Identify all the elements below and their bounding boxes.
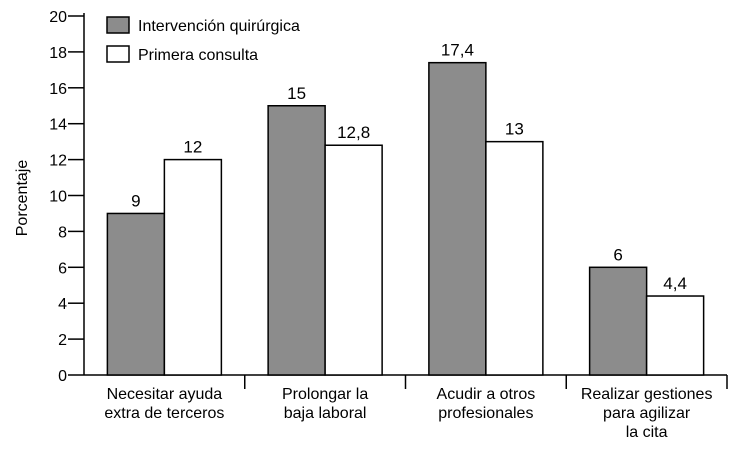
bar-intervencion [106, 212, 166, 376]
legend-swatch [106, 16, 130, 34]
y-tick-label: 10 [49, 189, 67, 206]
y-tick-label: 14 [49, 117, 67, 134]
legend-label: Intervención quirúrgica [138, 18, 300, 35]
data-label: 15 [287, 84, 306, 103]
data-label: 4,4 [663, 274, 687, 293]
data-label: 6 [613, 245, 622, 264]
bar-primera-consulta [324, 144, 383, 376]
bar-primera-consulta [485, 140, 544, 376]
data-label: 17,4 [441, 41, 474, 60]
x-category-label: Necesitar ayuda extra de terceros [104, 386, 224, 422]
y-tick-label: 20 [49, 9, 67, 26]
y-tick-label: 16 [49, 81, 67, 98]
x-category-label: Realizar gestiones para agilizar la cita [581, 386, 713, 441]
y-tick-label: 12 [49, 153, 67, 170]
y-tick-label: 2 [58, 332, 67, 349]
bar-intervencion [588, 266, 648, 376]
y-axis-label: Porcentaje [14, 160, 31, 237]
y-tick-label: 0 [58, 368, 67, 385]
bar-primera-consulta [645, 295, 705, 376]
data-label: 13 [505, 120, 524, 139]
data-label: 12 [183, 138, 202, 157]
y-tick-label: 4 [58, 296, 67, 313]
bar-intervencion [267, 105, 326, 376]
legend-swatch [106, 45, 130, 63]
x-category-label: Prolongar la baja laboral [282, 386, 368, 422]
legend-label: Primera consulta [138, 47, 258, 64]
y-tick-label: 18 [49, 45, 67, 62]
data-label: 12,8 [337, 123, 370, 142]
x-category-label: Acudir a otros profesionales [437, 386, 536, 422]
data-label: 9 [131, 191, 140, 210]
y-tick-label: 6 [58, 260, 67, 277]
bars: 9 12 15 12,8 17,4 13 6 4,4 [106, 41, 705, 376]
legend: Intervención quirúrgica Primera consulta [106, 16, 300, 64]
bar-primera-consulta [163, 158, 223, 376]
bar-intervencion [428, 61, 487, 376]
axes: 0 2 4 6 8 10 12 14 16 18 20 Necesitar ayuda extra de… [49, 9, 728, 441]
y-tick-label: 8 [58, 224, 67, 241]
